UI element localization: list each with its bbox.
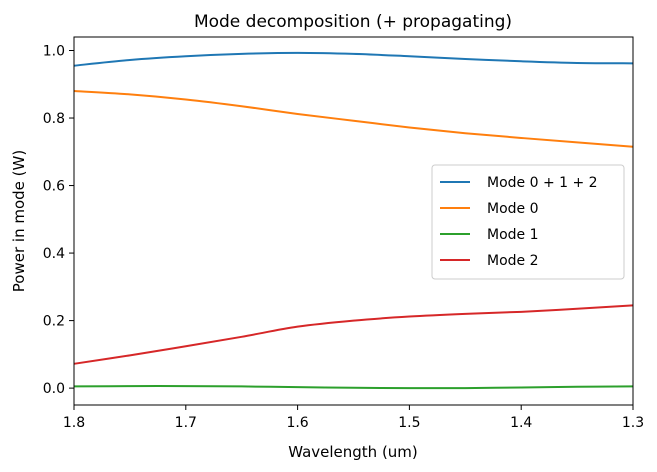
legend-frame (431, 164, 625, 280)
x-tick-label: 1.7 (175, 415, 197, 431)
legend-label-3: Mode 2 (487, 253, 539, 269)
x-tick-label: 1.3 (622, 415, 644, 431)
legend-label-2: Mode 1 (487, 227, 539, 243)
y-tick-label: 1.0 (43, 44, 65, 60)
series-line-0 (73, 51, 634, 67)
y-tick-label: 0.6 (43, 179, 65, 195)
y-tick-label: 0.4 (43, 246, 65, 262)
x-axis-label: Wavelength (um) (288, 443, 418, 461)
x-tick-label: 1.5 (398, 415, 420, 431)
y-tick-label: 0.2 (43, 314, 65, 330)
ticks-layer: 1.8 1.7 1.6 1.5 1.4 1.3 0.0 0.2 0.4 0.6 0.8 1.0 (43, 44, 644, 431)
plot-frame (73, 36, 634, 406)
y-axis-label: Power in mode (W) (10, 150, 28, 292)
x-tick-label: 1.8 (63, 415, 85, 431)
legend-label-0: Mode 0 + 1 + 2 (487, 175, 598, 191)
chart-title: Mode decomposition (+ propagating) (194, 12, 512, 32)
series-line-3 (73, 304, 634, 365)
y-tick-label: 0.0 (43, 381, 65, 397)
series-line-2 (73, 385, 634, 390)
legend-label-1: Mode 0 (487, 201, 539, 217)
x-tick-label: 1.6 (286, 415, 308, 431)
legend: Mode 0 + 1 + 2 Mode 0 Mode 1 Mode 2 (431, 164, 625, 280)
y-tick-label: 0.8 (43, 111, 65, 127)
series-line-1 (73, 90, 634, 148)
x-tick-label: 1.4 (510, 415, 532, 431)
series-layer (73, 51, 634, 390)
